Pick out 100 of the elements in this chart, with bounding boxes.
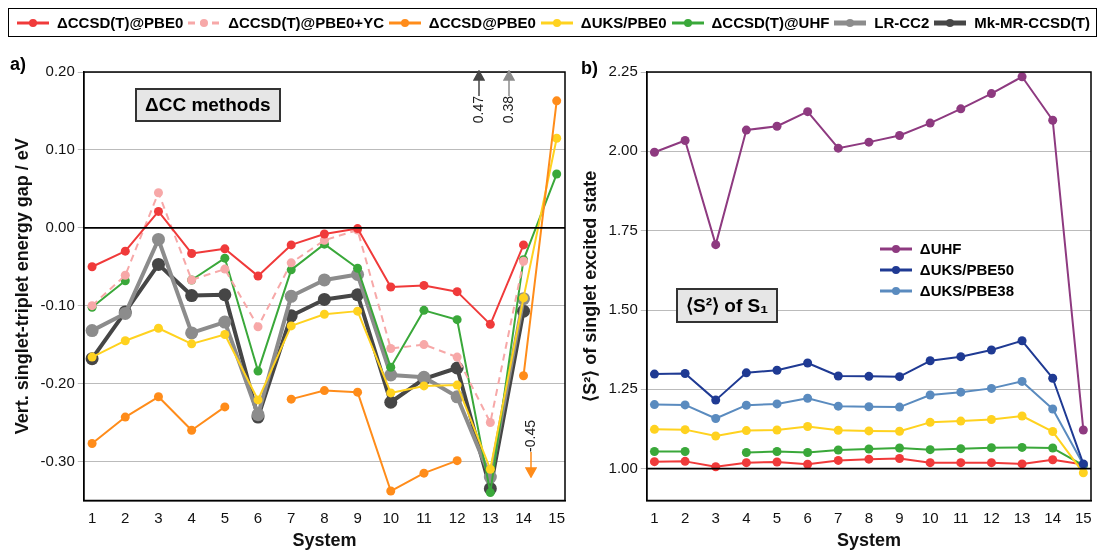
point: [833, 455, 843, 465]
point: [519, 371, 529, 381]
x-tick-label: 2: [680, 508, 690, 526]
point: [485, 464, 495, 474]
point: [711, 395, 721, 405]
point: [120, 336, 130, 346]
legend-label: ΔUKS/PBE50: [919, 261, 1014, 278]
point: [833, 143, 843, 153]
annotation: -0.45: [522, 420, 538, 452]
y-tick-label: 1.00: [608, 458, 638, 476]
point: [153, 323, 163, 333]
x-tick-label: 7: [287, 508, 296, 526]
point: [253, 366, 263, 376]
point: [803, 107, 813, 117]
point: [153, 188, 163, 198]
annotation: 0.38: [500, 96, 516, 124]
point: [649, 147, 659, 157]
point: [986, 443, 996, 453]
point: [85, 324, 99, 338]
point: [153, 392, 163, 402]
point: [151, 232, 165, 246]
point: [386, 388, 396, 398]
point: [286, 394, 296, 404]
point: [895, 402, 905, 412]
point: [419, 340, 429, 350]
legend-label: ΔCCSD(T)@UHF: [711, 14, 830, 31]
point: [711, 431, 721, 441]
x-tick-label: 2: [121, 508, 130, 526]
point: [680, 400, 690, 410]
point: [220, 253, 230, 263]
point: [772, 365, 782, 375]
point: [519, 240, 529, 250]
x-tick-label: 14: [515, 508, 532, 526]
x-tick-label: 8: [320, 508, 329, 526]
point: [552, 133, 562, 143]
point: [87, 262, 97, 272]
y-tick-label: 1.50: [608, 300, 638, 318]
point: [741, 400, 751, 410]
point: [218, 315, 232, 329]
point: [353, 263, 363, 273]
x-tick-label: 5: [220, 508, 230, 526]
point: [317, 292, 331, 306]
point: [680, 425, 690, 435]
legend-label: ΔUHF: [919, 240, 962, 257]
point: [1017, 336, 1027, 346]
point: [286, 258, 296, 268]
point: [87, 439, 97, 449]
x-tick-label: 5: [772, 508, 782, 526]
point: [1078, 425, 1088, 435]
point: [833, 425, 843, 435]
point: [452, 380, 462, 390]
y-tick-label: 1.75: [608, 220, 638, 238]
x-axis-title: System: [292, 530, 357, 551]
x-tick-label: 4: [742, 508, 751, 526]
point: [803, 447, 813, 457]
x-tick-label: 9: [895, 508, 904, 526]
point: [925, 458, 935, 468]
point: [772, 399, 782, 409]
point: [925, 356, 935, 366]
point: [772, 457, 782, 467]
point: [1048, 404, 1058, 414]
point: [925, 417, 935, 427]
point: [711, 240, 721, 250]
point: [552, 96, 562, 106]
point: [833, 401, 843, 411]
y-tick-label: 2.00: [608, 141, 638, 159]
point: [925, 445, 935, 455]
point: [1017, 411, 1027, 421]
point: [895, 443, 905, 453]
point: [680, 136, 690, 146]
point: [741, 368, 751, 378]
point: [353, 387, 363, 397]
point: [864, 426, 874, 436]
point: [956, 387, 966, 397]
point: [187, 339, 197, 349]
legend-label: ΔUKS/PBE38: [919, 282, 1014, 299]
y-tick-label: -0.20: [40, 373, 75, 391]
point: [772, 121, 782, 131]
point: [253, 271, 263, 281]
point: [317, 273, 331, 287]
point: [218, 288, 232, 302]
x-tick-label: 15: [1075, 508, 1092, 526]
point: [419, 381, 429, 391]
point: [87, 352, 97, 362]
point: [956, 104, 966, 114]
point: [1048, 115, 1058, 125]
point: [1017, 459, 1027, 469]
legend-label: ΔUKS/PBE0: [580, 14, 667, 31]
point: [220, 402, 230, 412]
point: [452, 352, 462, 362]
point: [925, 118, 935, 128]
point: [452, 315, 462, 325]
point: [1048, 427, 1058, 437]
point: [986, 383, 996, 393]
point: [284, 289, 298, 303]
point: [986, 89, 996, 99]
point: [120, 412, 130, 422]
point: [386, 344, 396, 354]
legend-label: ΔCCSD(T)@PBE0: [57, 14, 184, 31]
x-tick-label: 15: [548, 508, 566, 526]
